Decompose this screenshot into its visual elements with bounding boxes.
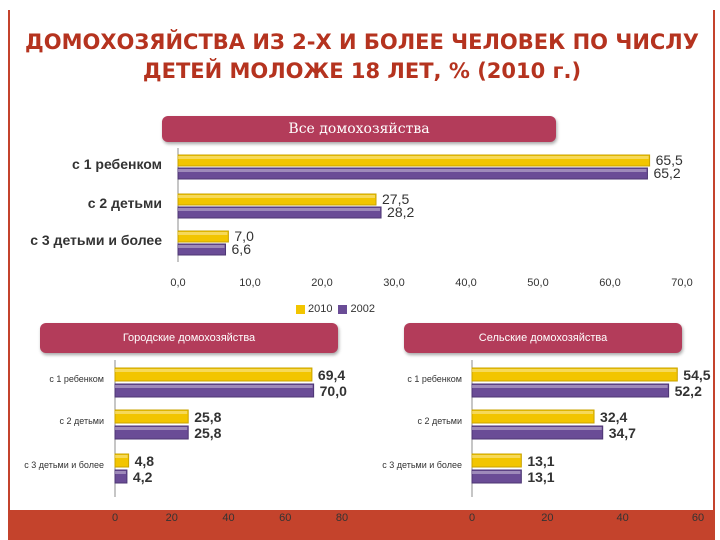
category-label-rural-1: с 2 детьми: [418, 416, 463, 426]
bar-gloss-urban-2010-1: [115, 411, 188, 414]
slide-title: ДОМОХОЗЯЙСТВА ИЗ 2-Х И БОЛЕЕ ЧЕЛОВЕК ПО …: [12, 28, 712, 86]
bar-gloss-all-2002-0: [178, 169, 647, 172]
bar-urban-2010-0: [114, 367, 313, 382]
tick-label-all-5: 50,0: [527, 277, 548, 289]
tick-label-all-7: 70,0: [671, 277, 692, 289]
bar-gloss-urban-2002-2: [115, 471, 126, 474]
bar-gloss-rural-2002-0: [472, 385, 668, 388]
bar-gloss-urban-2002-1: [115, 427, 188, 430]
bar-urban-2002-2: [114, 469, 128, 484]
legend-label-2010: 2010: [308, 303, 333, 315]
value-label-rural-2002-1: 34,7: [609, 425, 636, 441]
legend-swatch-2010: [296, 304, 305, 314]
frame-left-border: [8, 10, 10, 530]
bar-gloss-rural-2002-2: [472, 471, 521, 474]
bar-gloss-all-2010-1: [178, 195, 375, 198]
bar-gloss-all-2010-2: [178, 232, 228, 235]
legend-label-2002: 2002: [350, 303, 375, 315]
bar-gloss-urban-2002-0: [115, 385, 313, 388]
tick-label-all-4: 40,0: [455, 277, 476, 289]
tick-label-all-6: 60,0: [599, 277, 620, 289]
bar-urban-2010-1: [114, 409, 189, 424]
tick-label-rural-2: 40: [617, 512, 629, 524]
tick-label-urban-1: 20: [166, 512, 178, 524]
bar-gloss-urban-2010-0: [115, 369, 311, 372]
bar-gloss-all-2002-1: [178, 208, 381, 211]
bar-all-2010-0: [177, 154, 651, 167]
category-label-rural-2: с 3 детьми и более: [382, 460, 462, 470]
tick-label-rural-1: 20: [541, 512, 553, 524]
category-label-urban-1: с 2 детьми: [60, 416, 105, 426]
value-label-rural-2010-1: 32,4: [600, 409, 627, 425]
bar-gloss-all-2002-2: [178, 245, 225, 248]
value-label-all-2002-1: 28,2: [387, 204, 414, 220]
legend-swatch-2002: [338, 304, 348, 314]
bar-rural-2010-1: [471, 409, 595, 424]
chart-header-urban: Городские домохозяйства: [40, 323, 338, 353]
tick-label-urban-0: 0: [112, 512, 118, 524]
value-label-all-2002-0: 65,2: [653, 165, 680, 181]
bar-all-2010-2: [177, 230, 229, 243]
chart-header-all: Все домохозяйства: [162, 116, 556, 142]
chart-header-rural: Сельские домохозяйства: [404, 323, 682, 353]
bar-gloss-urban-2010-2: [115, 455, 128, 458]
tick-label-rural-3: 60: [692, 512, 704, 524]
bar-rural-2010-2: [471, 453, 522, 468]
legend-item-2010: 2010: [296, 303, 332, 315]
category-label-urban-2: с 3 детьми и более: [24, 460, 104, 470]
category-label-urban-0: с 1 ребенком: [49, 374, 104, 384]
bar-gloss-rural-2010-1: [472, 411, 594, 414]
tick-label-all-2: 20,0: [311, 277, 332, 289]
value-label-urban-2010-0: 69,4: [318, 367, 345, 383]
tick-label-all-0: 0,0: [170, 277, 185, 289]
value-label-urban-2002-1: 25,8: [194, 425, 221, 441]
bar-urban-2002-1: [114, 425, 189, 440]
tick-label-rural-0: 0: [469, 512, 475, 524]
tick-label-urban-4: 80: [336, 512, 348, 524]
bar-all-2002-2: [177, 243, 227, 256]
value-label-urban-2002-0: 70,0: [320, 383, 347, 399]
bar-gloss-rural-2010-2: [472, 455, 521, 458]
tick-label-all-3: 30,0: [383, 277, 404, 289]
bar-rural-2002-0: [471, 383, 670, 398]
value-label-urban-2010-1: 25,8: [194, 409, 221, 425]
category-label-all-2: с 3 детьми и более: [30, 232, 162, 248]
value-label-all-2002-2: 6,6: [232, 241, 252, 257]
value-label-rural-2002-2: 13,1: [527, 469, 554, 485]
value-label-urban-2010-2: 4,8: [135, 453, 155, 469]
slide-title-line2: ДЕТЕЙ МОЛОЖЕ 18 ЛЕТ, % (2010 г.): [142, 59, 582, 83]
bar-gloss-rural-2010-0: [472, 369, 677, 372]
bar-rural-2010-0: [471, 367, 678, 382]
tick-label-urban-3: 60: [279, 512, 291, 524]
bar-gloss-all-2010-0: [178, 156, 649, 159]
slide-title-line1: ДОМОХОЗЯЙСТВА ИЗ 2-Х И БОЛЕЕ ЧЕЛОВЕК ПО …: [25, 30, 699, 54]
category-label-all-0: с 1 ребенком: [72, 156, 162, 172]
value-label-all-2010-2: 7,0: [234, 228, 254, 244]
category-label-all-1: с 2 детьми: [88, 195, 162, 211]
value-label-rural-2010-0: 54,5: [683, 367, 710, 383]
value-label-urban-2002-2: 4,2: [133, 469, 153, 485]
chart-legend: 2010 2002: [296, 303, 381, 315]
frame-right-border: [713, 10, 715, 530]
tick-label-urban-2: 40: [222, 512, 234, 524]
value-label-all-2010-0: 65,5: [656, 152, 683, 168]
bar-all-2002-0: [177, 167, 648, 180]
tick-label-all-1: 10,0: [239, 277, 260, 289]
value-label-rural-2002-0: 52,2: [675, 383, 702, 399]
bar-urban-2002-0: [114, 383, 315, 398]
bar-all-2010-1: [177, 193, 377, 206]
bar-all-2002-1: [177, 206, 382, 219]
bar-rural-2002-2: [471, 469, 522, 484]
value-label-rural-2010-2: 13,1: [527, 453, 554, 469]
bar-gloss-rural-2002-1: [472, 427, 602, 430]
bar-urban-2010-2: [114, 453, 130, 468]
value-label-all-2010-1: 27,5: [382, 191, 409, 207]
bottom-band: [8, 510, 715, 540]
category-label-rural-0: с 1 ребенком: [407, 374, 462, 384]
bar-rural-2002-1: [471, 425, 604, 440]
legend-item-2002: 2002: [338, 303, 375, 315]
